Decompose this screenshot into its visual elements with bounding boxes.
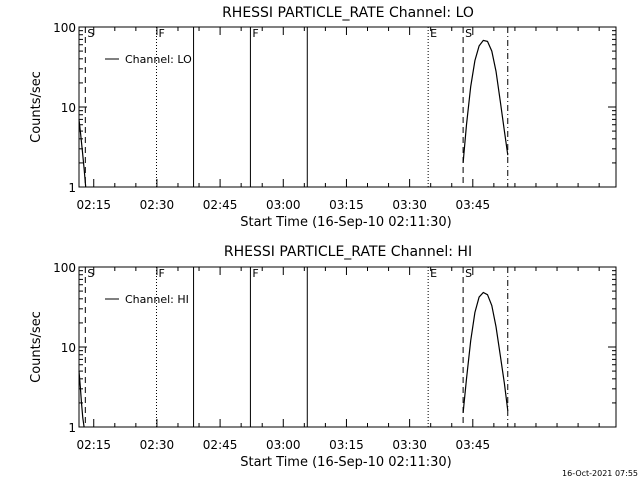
y-axis-label: Counts/sec	[29, 71, 44, 143]
x-tick-label: 02:15	[76, 198, 111, 212]
x-tick-label: 03:15	[329, 438, 364, 452]
chart-title: RHESSI PARTICLE_RATE Channel: HI	[224, 244, 472, 260]
x-tick-label: 03:00	[266, 438, 301, 452]
x-axis-label: Start Time (16-Sep-10 02:11:30)	[240, 215, 451, 230]
panel-lo: RHESSI PARTICLE_RATE Channel: LO Counts/…	[29, 5, 617, 230]
x-tick-label: 03:30	[392, 438, 427, 452]
event-marker-label: E	[430, 267, 437, 280]
x-tick-label: 02:30	[140, 438, 175, 452]
event-marker-label: F	[252, 267, 258, 280]
x-tick-label: 02:15	[76, 438, 111, 452]
timestamp: 16-Oct-2021 07:55	[562, 469, 638, 478]
x-tick-label: 03:30	[392, 198, 427, 212]
legend-label: Channel: LO	[125, 53, 192, 66]
y-tick-label: 10	[61, 341, 76, 355]
y-tick-label: 100	[53, 21, 76, 35]
event-marker-label: F	[158, 27, 164, 40]
event-marker-label: S	[465, 27, 472, 40]
event-marker-label: S	[465, 267, 472, 280]
x-tick-label: 02:45	[203, 198, 238, 212]
x-tick-label: 03:45	[456, 198, 491, 212]
chart-title: RHESSI PARTICLE_RATE Channel: LO	[222, 5, 474, 21]
series-line	[462, 39, 509, 163]
event-marker-label: S	[87, 27, 94, 40]
panel-hi: RHESSI PARTICLE_RATE Channel: HI Counts/…	[29, 244, 617, 470]
y-axis-label: Counts/sec	[29, 311, 44, 383]
event-marker-label: F	[252, 27, 258, 40]
x-tick-label: 03:00	[266, 198, 301, 212]
x-tick-label: 03:45	[456, 438, 491, 452]
y-tick-label: 1	[68, 181, 76, 195]
series-line	[78, 371, 85, 428]
plot-frame	[78, 26, 617, 188]
series-line	[462, 291, 509, 413]
event-marker-label: E	[430, 27, 437, 40]
x-tick-label: 03:15	[329, 198, 364, 212]
event-marker-label: F	[158, 267, 164, 280]
series-line	[78, 119, 87, 188]
y-tick-label: 100	[53, 261, 76, 275]
x-tick-label: 02:30	[140, 198, 175, 212]
y-tick-label: 1	[68, 421, 76, 435]
legend-label: Channel: HI	[125, 293, 189, 306]
plot-frame	[78, 266, 617, 428]
y-tick-label: 10	[61, 101, 76, 115]
event-marker-label: S	[87, 267, 94, 280]
x-tick-label: 02:45	[203, 438, 238, 452]
x-axis-label: Start Time (16-Sep-10 02:11:30)	[240, 455, 451, 470]
